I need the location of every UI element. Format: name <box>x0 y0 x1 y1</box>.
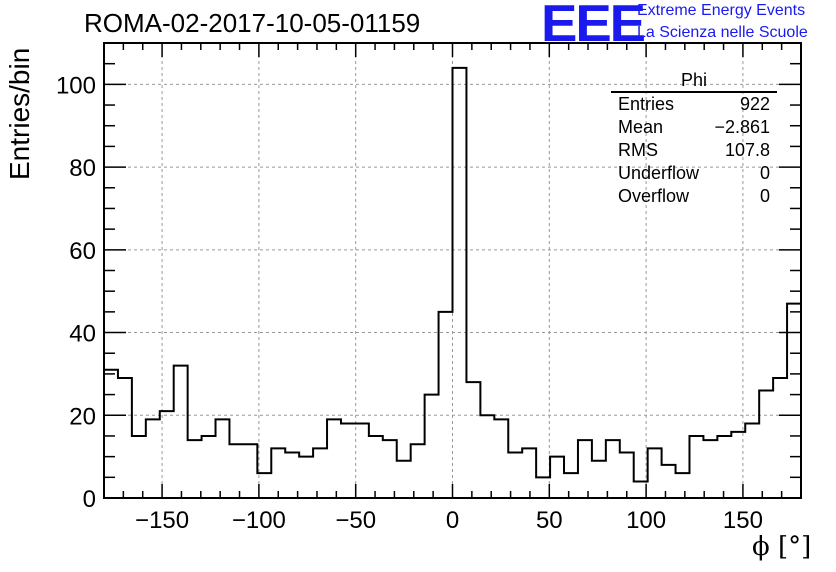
axis-ticks <box>103 42 802 499</box>
stats-label: RMS <box>618 140 658 160</box>
brand-line-2: La Scienza nelle Scuole <box>637 24 808 41</box>
stats-title: Phi <box>611 70 777 93</box>
x-tick-label: −150 <box>135 507 189 534</box>
stats-label: Mean <box>618 117 664 137</box>
x-tick-labels: −150 −100 −50 0 50 100 150 <box>135 507 763 534</box>
chart-title: ROMA-02-2017-10-05-01159 <box>84 8 421 38</box>
x-tick-label: 0 <box>446 507 459 534</box>
x-tick-label: −50 <box>335 507 376 534</box>
histogram-line <box>104 66 801 483</box>
stats-value: 107.8 <box>724 140 770 160</box>
stats-label: Underflow <box>618 163 700 183</box>
stats-row-entries: Entries 922 <box>611 93 777 116</box>
x-axis-label: ϕ [°] <box>752 532 812 562</box>
y-tick-label: 20 <box>69 403 96 430</box>
y-tick-label: 60 <box>69 238 96 265</box>
stats-row-overflow: Overflow 0 <box>611 185 777 208</box>
y-tick-label: 100 <box>56 72 96 99</box>
stats-value: 0 <box>759 163 770 183</box>
x-tick-label: 150 <box>723 507 763 534</box>
x-tick-label: 100 <box>626 507 666 534</box>
stats-value: 922 <box>739 94 770 114</box>
x-tick-label: 50 <box>536 507 563 534</box>
stats-value: −2.861 <box>714 117 770 137</box>
stats-label: Entries <box>618 94 675 114</box>
stats-row-mean: Mean −2.861 <box>611 116 777 139</box>
stats-value: 0 <box>759 186 770 206</box>
stats-row-rms: RMS 107.8 <box>611 139 777 162</box>
y-tick-label: 80 <box>69 155 96 182</box>
eee-logo: EEE <box>541 0 646 53</box>
y-tick-label: 40 <box>69 321 96 348</box>
stats-box: Phi Entries 922 Mean −2.861 RMS 107.8 Un… <box>611 70 777 208</box>
y-tick-label: 0 <box>83 486 96 513</box>
y-tick-labels: 0 20 40 60 80 100 <box>56 72 96 513</box>
y-axis-label: Entries/bin <box>4 47 35 180</box>
x-tick-label: −100 <box>232 507 286 534</box>
stats-label: Overflow <box>618 186 690 206</box>
brand-line-1: Extreme Energy Events <box>637 2 806 19</box>
stats-row-underflow: Underflow 0 <box>611 162 777 185</box>
